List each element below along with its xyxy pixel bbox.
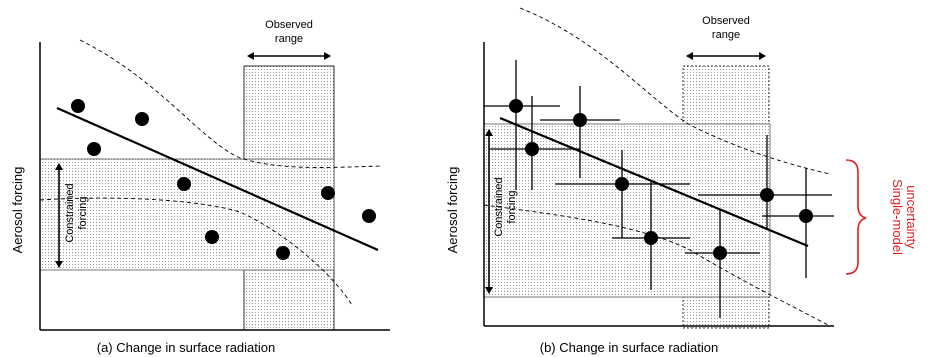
model-point bbox=[573, 113, 587, 127]
constrained-forcing-label-1: Constrained bbox=[493, 177, 505, 236]
constrained-forcing-label-2: forcing bbox=[77, 196, 89, 229]
model-point bbox=[321, 186, 335, 200]
model-point bbox=[276, 246, 290, 260]
panel-caption: (a) Change in surface radiation bbox=[97, 340, 276, 355]
model-point bbox=[799, 209, 813, 223]
constrained-forcing-label-2: forcing bbox=[506, 190, 518, 223]
upper-uncertainty-curve bbox=[79, 39, 381, 168]
upper-uncertainty-curve bbox=[519, 7, 831, 175]
observed-range-label-2: range bbox=[275, 33, 303, 45]
model-point bbox=[713, 246, 727, 260]
model-point bbox=[644, 231, 658, 245]
observed-range-label-2: range bbox=[712, 29, 740, 41]
constrained-forcing-label-1: Constrained bbox=[64, 183, 76, 242]
model-point bbox=[135, 112, 149, 126]
model-point bbox=[615, 177, 629, 191]
model-point bbox=[509, 99, 523, 113]
regression-line bbox=[56, 106, 379, 252]
panel-b: Constrained forcing Observed range Singl… bbox=[445, 7, 919, 355]
lower-uncertainty-curve bbox=[39, 197, 353, 306]
model-point bbox=[362, 209, 376, 223]
model-point bbox=[71, 99, 85, 113]
panel-caption: (b) Change in surface radiation bbox=[540, 340, 719, 355]
observed-range-label-1: Observed bbox=[265, 19, 313, 31]
model-point bbox=[525, 142, 539, 156]
model-point bbox=[205, 230, 219, 244]
y-axis-label: Aerosol forcing bbox=[10, 167, 25, 254]
observed-range-label-1: Observed bbox=[702, 15, 750, 27]
uncertainty-label-2: uncertainty bbox=[904, 185, 919, 249]
uncertainty-brace bbox=[845, 159, 867, 275]
regression-line bbox=[499, 116, 809, 248]
model-point bbox=[177, 177, 191, 191]
uncertainty-label-1: Single-model bbox=[890, 179, 905, 255]
y-axis-label: Aerosol forcing bbox=[445, 167, 460, 254]
panel-a: Constrained forcing Observed range Aeros… bbox=[10, 19, 390, 355]
lower-uncertainty-curve bbox=[483, 204, 831, 327]
model-point bbox=[760, 188, 774, 202]
model-point bbox=[87, 142, 101, 156]
